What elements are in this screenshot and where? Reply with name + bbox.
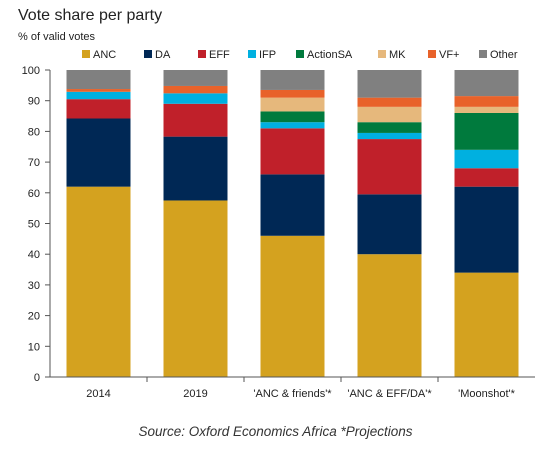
legend-label-ifp: IFP	[259, 49, 276, 61]
legend-swatch-ifp	[248, 50, 256, 58]
bar-vf-anc-friends	[260, 89, 325, 98]
bar-da-anc-friends	[260, 174, 325, 236]
bar-mk-anc-friends	[260, 97, 325, 112]
bar-other-2014	[66, 70, 131, 90]
x-tick-label-2014: 2014	[86, 388, 110, 400]
bar-other-moonshot	[454, 70, 519, 97]
bar-vf-anc-eff-da	[357, 97, 422, 107]
bar-vf-moonshot	[454, 96, 519, 107]
y-tick-label-70: 70	[28, 157, 40, 169]
bar-ifp-moonshot	[454, 149, 519, 169]
stacked-bar-chart: ANC DA EFF IFP ActionSA MK VF+ Other 2014 2019 'A…	[22, 49, 535, 400]
x-tick-label-anc-eff-da: 'ANC & EFF/DA'*	[347, 388, 432, 400]
bar-ifp-anc-eff-da	[357, 132, 422, 140]
bar-other-anc-friends	[260, 70, 325, 90]
legend-label-other: Other	[490, 49, 518, 61]
x-tick-label-moonshot: 'Moonshot'*	[458, 388, 516, 400]
bar-anc-2014	[66, 186, 131, 377]
legend-label-actionsa: ActionSA	[307, 49, 353, 61]
bar-eff-2014	[66, 99, 131, 119]
legend-swatch-anc	[82, 50, 90, 58]
y-tick-label-0: 0	[34, 372, 40, 384]
bar-mk-anc-eff-da	[357, 106, 422, 123]
legend-swatch-other	[479, 50, 487, 58]
bar-mk-moonshot	[454, 106, 519, 113]
y-tick-label-100: 100	[22, 65, 40, 77]
bar-eff-anc-friends	[260, 128, 325, 175]
x-tick-label-2019: 2019	[183, 388, 207, 400]
bars	[66, 70, 519, 377]
bar-actionsa-moonshot	[454, 112, 519, 150]
y-tick-label-20: 20	[28, 311, 40, 323]
bar-eff-2019	[163, 103, 228, 137]
bar-vf-2019	[163, 85, 228, 94]
y-tick-label-40: 40	[28, 249, 40, 261]
legend-swatch-mk	[378, 50, 386, 58]
legend-label-mk: MK	[389, 49, 406, 61]
bar-other-anc-eff-da	[357, 70, 422, 98]
bar-da-anc-eff-da	[357, 194, 422, 255]
bar-anc-moonshot	[454, 272, 519, 377]
bar-da-2019	[163, 136, 228, 201]
legend-swatch-vf	[428, 50, 436, 58]
legend-swatch-da	[144, 50, 152, 58]
bar-actionsa-anc-eff-da	[357, 122, 422, 133]
x-tick-label-anc-friends: 'ANC & friends'*	[253, 388, 332, 400]
legend-label-anc: ANC	[93, 49, 116, 61]
axes: 2014 2019 'ANC & friends'* 'ANC & EFF/DA'* '…	[22, 65, 535, 400]
bar-ifp-2014	[66, 91, 131, 100]
bar-da-2014	[66, 118, 131, 187]
bar-da-moonshot	[454, 186, 519, 273]
y-tick-label-10: 10	[28, 341, 40, 353]
legend-label-da: DA	[155, 49, 171, 61]
y-tick-label-90: 90	[28, 96, 40, 108]
legend-swatch-eff	[198, 50, 206, 58]
bar-anc-anc-eff-da	[357, 254, 422, 377]
legend-swatch-actionsa	[296, 50, 304, 58]
bar-ifp-2019	[163, 93, 228, 104]
bar-other-2019	[163, 70, 228, 86]
y-tick-label-80: 80	[28, 126, 40, 138]
bar-anc-anc-friends	[260, 235, 325, 377]
bar-anc-2019	[163, 200, 228, 377]
bar-eff-moonshot	[454, 168, 519, 187]
bar-actionsa-anc-friends	[260, 111, 325, 123]
legend-label-vf: VF+	[439, 49, 459, 61]
bar-vf-2014	[66, 89, 131, 92]
chart-title: Vote share per party	[18, 7, 163, 24]
source-note: Source: Oxford Economics Africa *Project…	[138, 424, 413, 439]
y-tick-label-60: 60	[28, 188, 40, 200]
legend-label-eff: EFF	[209, 49, 230, 61]
bar-eff-anc-eff-da	[357, 139, 422, 195]
y-tick-label-30: 30	[28, 280, 40, 292]
y-tick-label-50: 50	[28, 219, 40, 231]
bar-ifp-anc-friends	[260, 122, 325, 129]
chart-subtitle: % of valid votes	[18, 31, 96, 43]
legend: ANC DA EFF IFP ActionSA MK VF+ Other	[82, 49, 518, 61]
